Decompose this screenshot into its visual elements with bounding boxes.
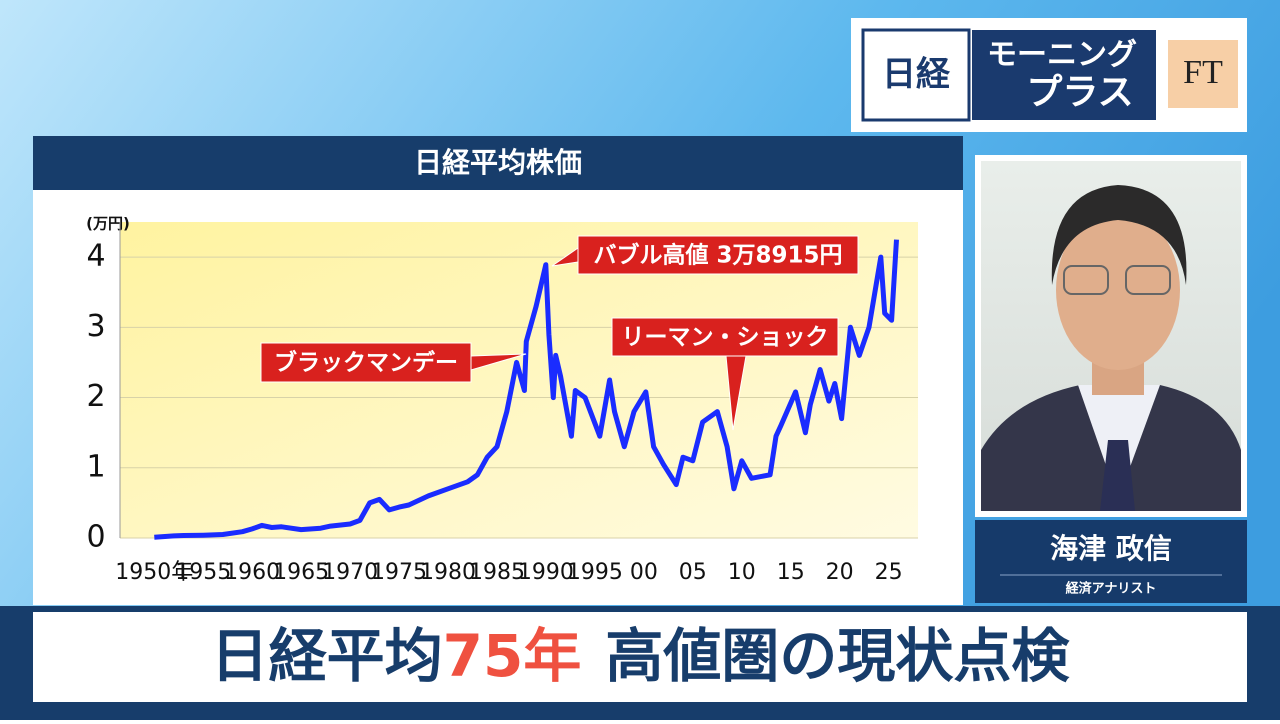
logo-bottom: プラス: [1026, 72, 1133, 113]
callout-box: [577, 235, 859, 275]
callout-box: [611, 317, 839, 357]
x-tick-label: 20: [826, 560, 854, 585]
caption-box: [33, 612, 1247, 702]
logo-left-box: [861, 28, 971, 122]
x-tick-label: 1970: [322, 560, 378, 585]
x-tick-label: 1995: [567, 560, 623, 585]
x-tick-label: 00: [630, 560, 658, 585]
hair: [1051, 185, 1187, 285]
chart-header: [33, 136, 963, 190]
x-tick-label: 25: [875, 560, 903, 585]
logo-left: 日経: [882, 55, 951, 95]
y-axis-label: (万円): [86, 215, 130, 233]
caption: 日経平均75年 高値圏の現状点検: [211, 622, 1071, 690]
speaker-name: 海津 政信: [1050, 532, 1172, 565]
x-tick-label: 1965: [273, 560, 329, 585]
caption-part: 高値圏の現状点検: [605, 622, 1070, 690]
y-tick-label: 3: [86, 309, 105, 344]
y-tick-label: 0: [86, 520, 105, 555]
price-line: [154, 239, 899, 540]
logo-main-box: [972, 30, 1156, 120]
caption-part: 日経平均: [211, 622, 443, 690]
glasses-left: [1063, 265, 1109, 295]
y-tick-label: 2: [86, 379, 105, 414]
x-tick-label: 1955: [175, 560, 231, 585]
x-tick-label: 10: [728, 560, 756, 585]
callout-box: [260, 342, 472, 383]
y-tick-label: 4: [86, 239, 105, 274]
logo-partner: FT: [1183, 54, 1223, 91]
y-tick-label: 1: [86, 449, 105, 484]
x-tick-label: 15: [777, 560, 805, 585]
x-tick-label: 1990: [518, 560, 574, 585]
x-tick-label: 1960: [224, 560, 280, 585]
face: [1056, 210, 1180, 370]
nameplate: [975, 520, 1247, 603]
annotation: バブル高値 3万8915円: [593, 242, 842, 269]
glasses-right: [1125, 265, 1171, 295]
annotation: ブラックマンデー: [274, 349, 458, 376]
x-tick-label: 1975: [371, 560, 427, 585]
logo-top: モーニング: [987, 38, 1137, 73]
caption-highlight: 75年: [443, 622, 582, 690]
tie: [1100, 440, 1135, 511]
logo-partner-box: [1168, 40, 1238, 108]
x-tick-label: 1985: [469, 560, 525, 585]
annotation: リーマン・ショック: [622, 325, 829, 351]
speaker-role: 経済アナリスト: [1066, 581, 1157, 597]
x-tick-label: 05: [679, 560, 707, 585]
x-tick-label: 1950年: [115, 560, 193, 585]
x-tick-label: 1980: [420, 560, 476, 585]
chart-title: 日経平均株価: [414, 146, 582, 179]
